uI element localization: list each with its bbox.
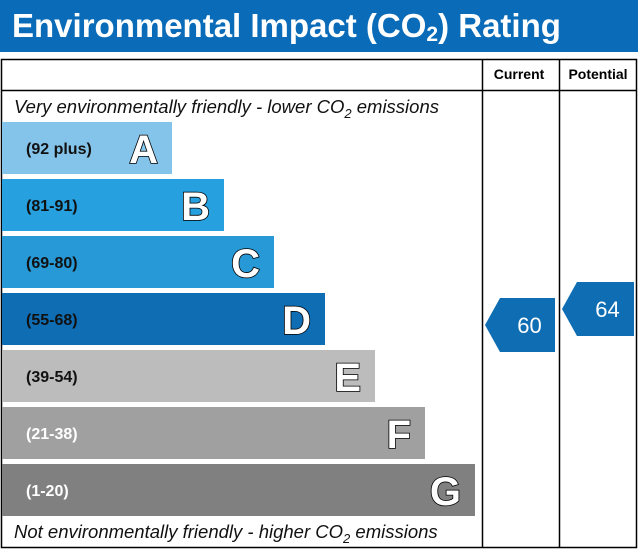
band-letter-d: D xyxy=(282,299,311,343)
band-range-f: (21-38) xyxy=(26,426,78,443)
band-g: (1-20) G xyxy=(2,464,475,516)
band-f: (21-38) F xyxy=(2,407,425,459)
band-range-a: (92 plus) xyxy=(26,141,92,158)
band-bar-g xyxy=(2,464,475,516)
band-bar-b xyxy=(2,179,224,231)
band-bar-f xyxy=(2,407,425,459)
title-part-2: ) Rating xyxy=(438,7,561,44)
band-b: (81-91) B xyxy=(2,179,224,231)
potential-marker-arrow xyxy=(562,282,634,336)
title-subscript: 2 xyxy=(426,23,439,46)
band-c: (69-80) C xyxy=(2,236,274,288)
potential-column-header: Potential xyxy=(568,66,627,82)
top-note-subscript: 2 xyxy=(343,106,352,121)
band-range-e: (39-54) xyxy=(26,369,78,386)
band-letter-e: E xyxy=(334,356,361,400)
band-a: (92 plus) A xyxy=(2,122,172,174)
top-note-part-2: emissions xyxy=(352,96,439,117)
bottom-note-subscript: 2 xyxy=(342,531,351,546)
top-note-part-1: Very environmentally friendly - lower CO xyxy=(14,96,344,117)
band-letter-a: A xyxy=(129,128,158,172)
band-range-d: (55-68) xyxy=(26,312,78,329)
band-range-c: (69-80) xyxy=(26,255,78,272)
band-bar-e xyxy=(2,350,375,402)
bottom-note: Not environmentally friendly - higher CO… xyxy=(14,521,438,546)
top-note: Very environmentally friendly - lower CO… xyxy=(14,96,439,121)
potential-marker: 64 xyxy=(562,282,634,336)
current-marker: 60 xyxy=(485,298,555,352)
chart-title: Environmental Impact (CO2) Rating xyxy=(12,5,561,47)
band-d: (55-68) D xyxy=(2,293,325,345)
band-letter-b: B xyxy=(181,185,210,229)
title-part-1: Environmental Impact (CO xyxy=(12,7,427,44)
band-bar-a xyxy=(2,122,172,174)
band-bar-d xyxy=(2,293,325,345)
current-column-header: Current xyxy=(494,66,545,82)
band-bar-c xyxy=(2,236,274,288)
bottom-note-part-1: Not environmentally friendly - higher CO xyxy=(14,521,343,542)
rating-bands: (92 plus) A (81-91) B (69-80) C (55-68) D (39-54… xyxy=(2,122,475,516)
band-range-b: (81-91) xyxy=(26,198,78,215)
potential-marker-value: 64 xyxy=(595,297,619,322)
band-letter-f: F xyxy=(387,413,411,457)
rating-markers: 60 64 xyxy=(485,282,634,352)
title-bar: Environmental Impact (CO2) Rating xyxy=(0,0,638,52)
bottom-note-part-2: emissions xyxy=(350,521,437,542)
band-e: (39-54) E xyxy=(2,350,375,402)
band-letter-g: G xyxy=(430,470,461,514)
current-marker-value: 60 xyxy=(517,313,541,338)
band-letter-c: C xyxy=(231,242,260,286)
band-range-g: (1-20) xyxy=(26,483,69,500)
current-marker-arrow xyxy=(485,298,555,352)
chart-frame xyxy=(0,58,638,549)
